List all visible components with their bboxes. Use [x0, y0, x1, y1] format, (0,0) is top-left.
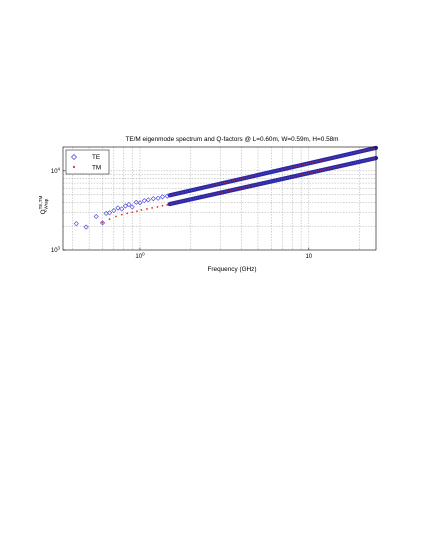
y-tick-label: 103	[51, 246, 61, 255]
te-point	[137, 200, 143, 206]
y-axis-label: QTE,TMWrap	[38, 195, 49, 214]
data-points	[73, 193, 170, 230]
y-axis-label-base: Q	[40, 209, 47, 214]
tm-point	[146, 208, 148, 210]
te-point	[141, 198, 147, 204]
tm-point	[140, 209, 143, 211]
te-point	[119, 206, 125, 212]
te-point	[129, 204, 135, 210]
legend-te-label: TE	[92, 154, 100, 161]
tm-band-overlay	[169, 157, 377, 205]
legend-tm-label: TM	[92, 165, 101, 172]
tm-point	[108, 218, 111, 221]
te-point	[103, 210, 109, 216]
x-tick-label: 100	[135, 251, 145, 260]
chart-title: TE/M eigenmode spectrum and Q-factors @ …	[125, 136, 338, 143]
tm-point	[151, 207, 154, 209]
te-point	[155, 195, 161, 201]
legend: TE TM	[65, 149, 110, 175]
grid-layer	[63, 147, 376, 250]
dense-bands	[167, 145, 379, 207]
te-band-tm-overlay	[169, 147, 377, 196]
te-point	[122, 203, 128, 209]
tm-point	[136, 210, 138, 212]
te-point	[145, 197, 151, 203]
x-axis-label: Frequency (GHz)	[207, 266, 256, 273]
te-point	[150, 196, 156, 202]
te-dense-band	[167, 145, 379, 198]
axis-ticks: 100 10 103 104	[51, 166, 313, 260]
te-point	[164, 193, 170, 199]
te-point	[133, 199, 139, 205]
te-point	[93, 213, 99, 220]
legend-te-marker	[71, 154, 77, 160]
te-point	[159, 194, 166, 200]
te-point	[83, 224, 89, 230]
legend-box	[65, 149, 110, 175]
tm-point	[161, 204, 164, 207]
tm-point	[126, 212, 129, 215]
y-axis-label-subscript: Wrap	[44, 198, 49, 209]
tm-point	[120, 213, 123, 216]
te-point	[106, 210, 113, 216]
tm-point	[114, 215, 117, 218]
y-axis-label-superscript: TE,TM	[38, 195, 43, 209]
x-tick-label: 10	[305, 254, 312, 260]
y-tick-label: 104	[51, 166, 61, 175]
tm-point	[101, 221, 104, 224]
te-point	[115, 205, 121, 211]
te-point	[73, 221, 79, 227]
te-point	[99, 220, 106, 226]
plot-frame	[62, 146, 377, 251]
tm-point	[131, 211, 134, 214]
legend-tm-marker	[72, 165, 76, 169]
te-point	[111, 208, 117, 214]
te-point	[126, 202, 132, 208]
tm-point	[156, 206, 159, 208]
tm-point	[166, 203, 169, 206]
